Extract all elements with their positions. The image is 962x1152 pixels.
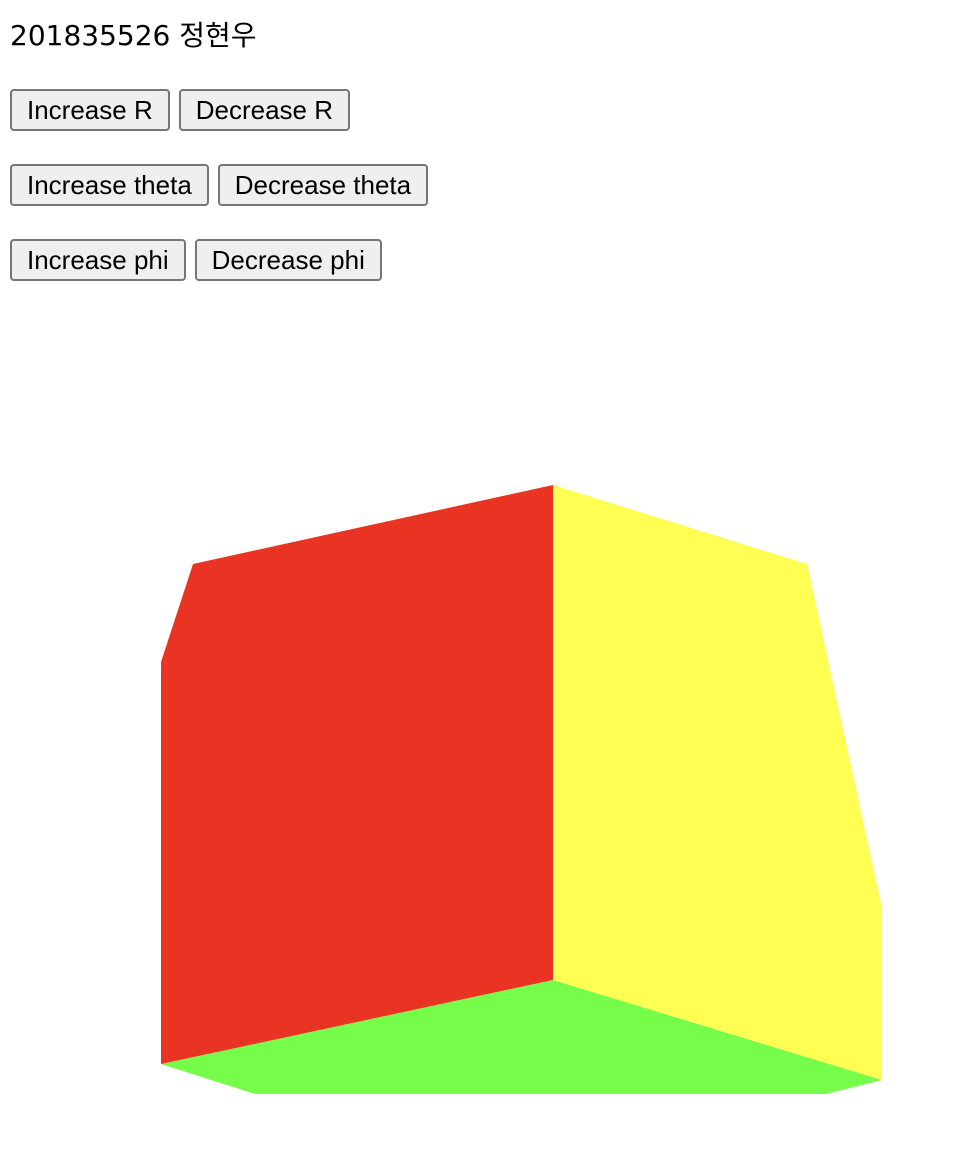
- phi-controls: Increase phi Decrease phi: [10, 239, 382, 281]
- page-title: 201835526 정현우: [10, 19, 257, 52]
- increase-theta-button[interactable]: Increase theta: [10, 164, 209, 206]
- increase-phi-button[interactable]: Increase phi: [10, 239, 186, 281]
- yellow-face: [553, 485, 882, 1080]
- r-controls: Increase R Decrease R: [10, 89, 351, 131]
- green-face: [161, 980, 882, 1094]
- increase-r-button[interactable]: Increase R: [10, 89, 170, 131]
- decrease-phi-button[interactable]: Decrease phi: [194, 239, 382, 281]
- decrease-theta-button[interactable]: Decrease theta: [217, 164, 429, 206]
- webgl-canvas: [0, 300, 962, 1120]
- theta-controls: Increase theta Decrease theta: [10, 164, 429, 206]
- decrease-r-button[interactable]: Decrease R: [178, 89, 351, 131]
- red-face: [161, 485, 553, 1064]
- cube-render: [161, 485, 882, 1094]
